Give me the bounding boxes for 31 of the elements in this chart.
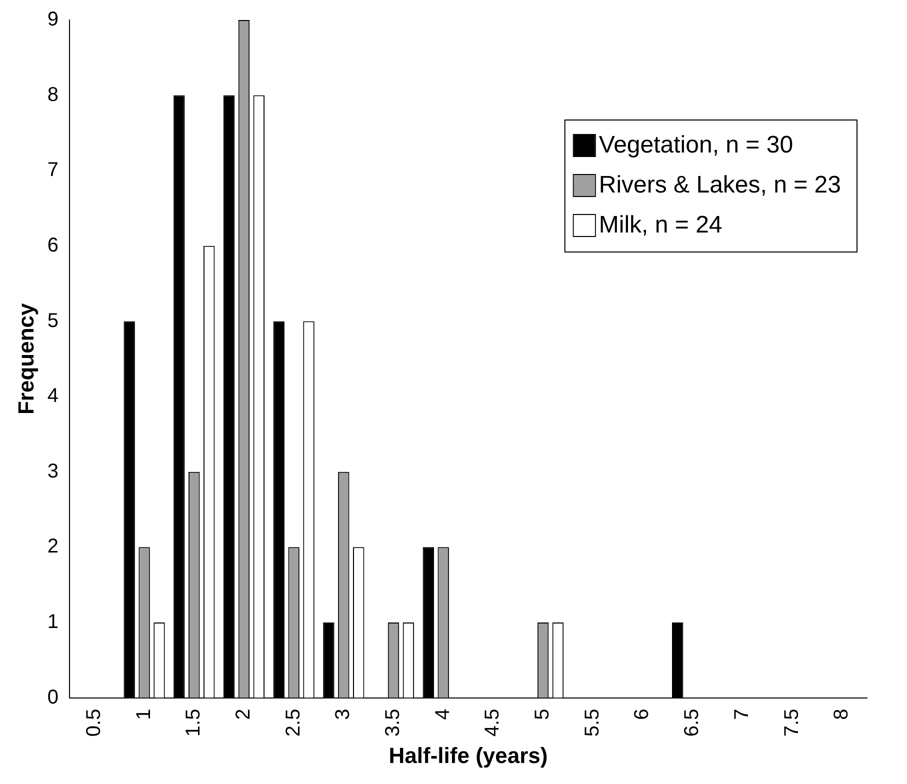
legend-label: Rivers & Lakes, n = 23 xyxy=(598,172,842,199)
x-tick-label: 0.5 xyxy=(82,708,105,737)
x-tick-label: 1 xyxy=(132,708,155,720)
y-tick-label: 6 xyxy=(47,234,59,256)
y-tick-label: 1 xyxy=(47,611,59,633)
x-tick-label: 8 xyxy=(830,708,853,720)
x-tick-label: 4.5 xyxy=(482,708,504,737)
y-tick-label: 0 xyxy=(47,686,59,708)
x-tick-label: 6 xyxy=(631,708,654,720)
y-tick-label: 4 xyxy=(47,385,59,408)
x-tick-label: 6.5 xyxy=(681,708,704,737)
x-tick-label: 2 xyxy=(232,708,254,720)
x-tick-label: 7 xyxy=(730,708,753,720)
x-tick-label: 5 xyxy=(532,708,554,720)
y-tick-label: 3 xyxy=(47,460,59,482)
x-tick-label: 4 xyxy=(432,708,454,720)
x-tick-label: 3 xyxy=(332,708,354,720)
x-tick-label: 1.5 xyxy=(182,708,205,737)
y-axis-title: Frequency xyxy=(13,302,38,415)
legend-label: Vegetation, n = 30 xyxy=(598,132,794,159)
y-tick-label: 9 xyxy=(47,8,59,31)
x-tick-label: 3.5 xyxy=(382,708,404,737)
legend-label: Milk, n = 24 xyxy=(598,212,722,239)
x-axis-title: Half-life (years) xyxy=(388,742,548,768)
y-tick-label: 2 xyxy=(47,536,59,558)
x-tick-label: 5.5 xyxy=(581,708,604,737)
y-tick-label: 7 xyxy=(47,159,59,182)
x-tick-label: 2.5 xyxy=(282,708,304,737)
y-tick-label: 8 xyxy=(47,84,59,106)
x-tick-label: 7.5 xyxy=(780,708,803,737)
y-tick-label: 5 xyxy=(47,310,59,332)
